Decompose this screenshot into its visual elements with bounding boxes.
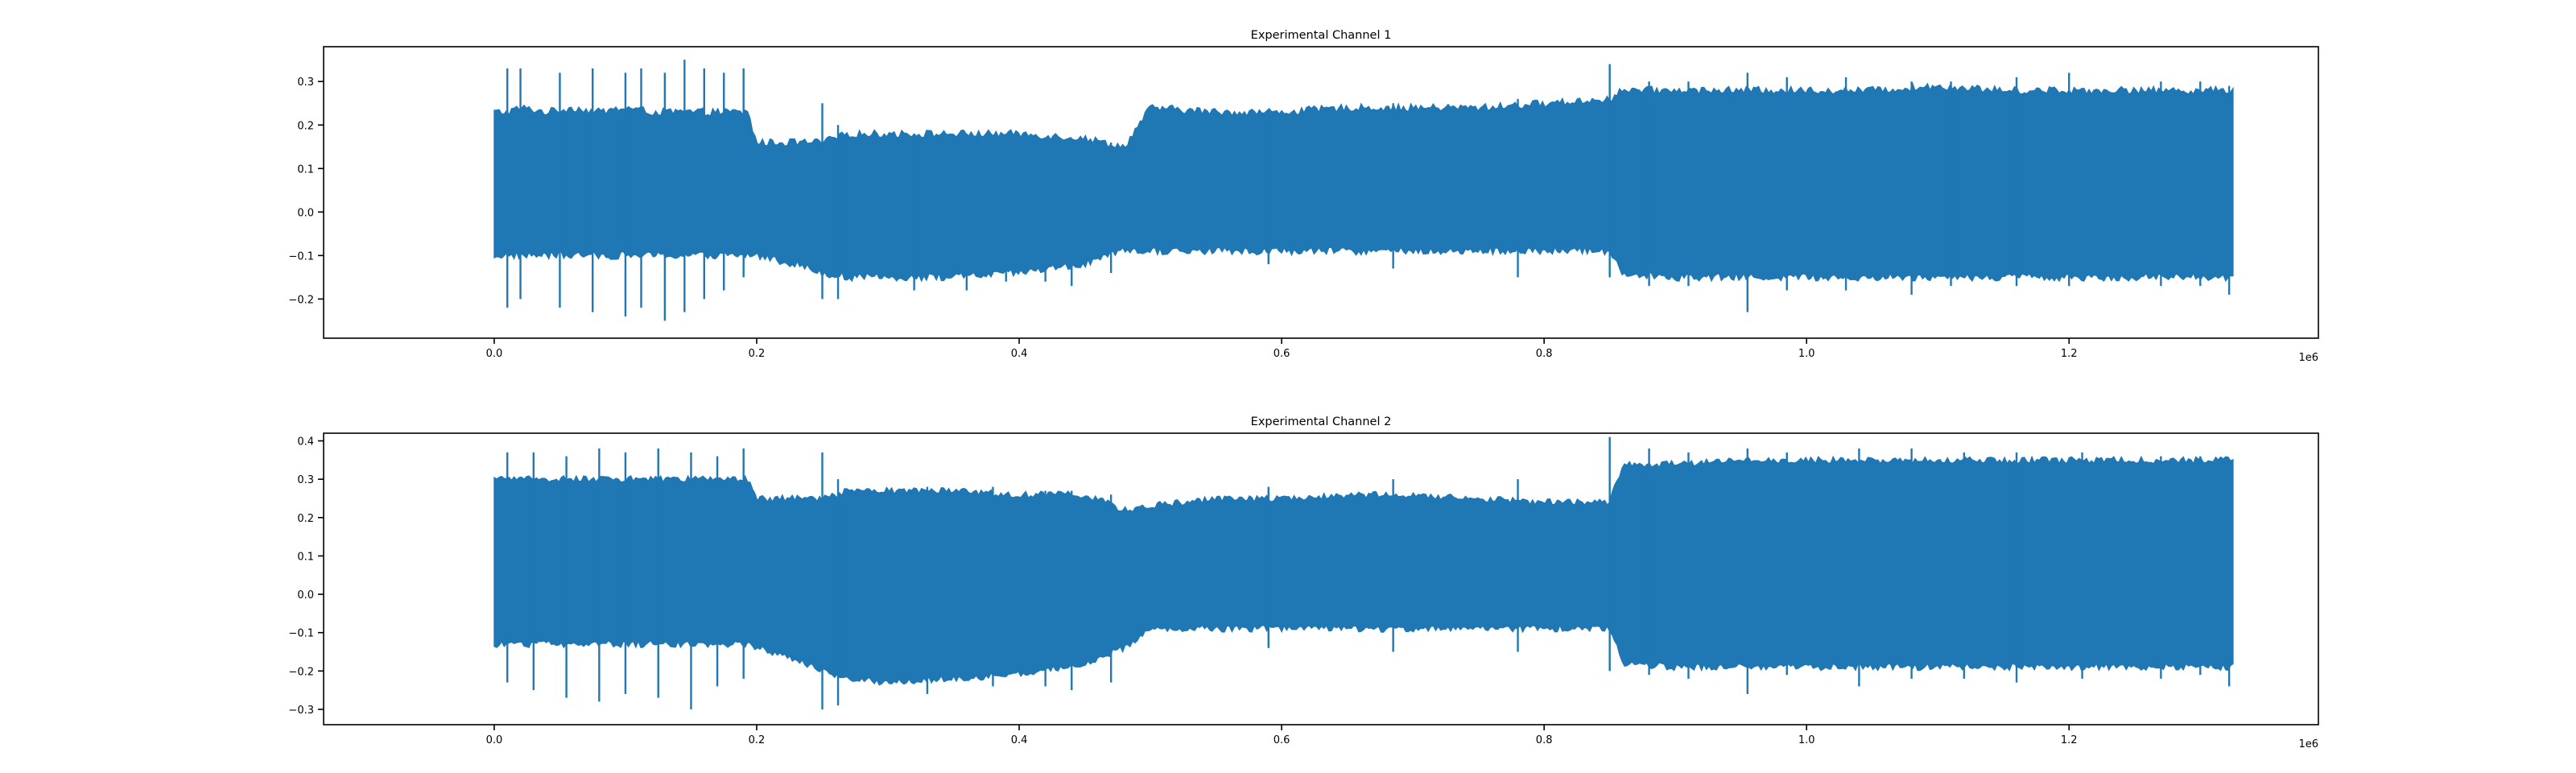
y-tick-label: 0.3 — [297, 76, 314, 89]
x-tick-label: 0.0 — [486, 348, 503, 360]
y-tick-label: 0.2 — [297, 120, 314, 132]
y-tick-label: −0.2 — [288, 666, 314, 678]
channel-2-plot: Experimental Channel 2 0.0 0.2 0.4 0.6 0.8 1.0… — [288, 415, 2319, 750]
y-tick-label: 0.1 — [297, 163, 314, 176]
x-tick-label: 1.0 — [1798, 734, 1815, 746]
channel-1-plot: Experimental Channel 1 0.0 0.2 0.4 0.6 0.8 1.0… — [288, 29, 2319, 364]
chart-title: Experimental Channel 2 — [1251, 415, 1392, 428]
x-tick-label: 0.8 — [1536, 348, 1553, 360]
x-tick-label: 1.2 — [2061, 348, 2078, 360]
x-tick-label: 0.2 — [749, 348, 766, 360]
y-tick-label: 0.4 — [297, 436, 314, 449]
signal-envelope — [493, 455, 2234, 686]
y-tick-label: −0.1 — [288, 628, 314, 640]
x-offset-label: 1e6 — [2298, 352, 2318, 364]
y-tick-label: −0.2 — [288, 294, 314, 306]
y-tick-label: 0.3 — [297, 474, 314, 486]
axes-frame — [323, 432, 2319, 725]
x-tick-label: 1.0 — [1798, 348, 1815, 360]
y-tick-label: −0.3 — [288, 705, 314, 717]
x-offset-label: 1e6 — [2298, 738, 2318, 750]
chart-title: Experimental Channel 1 — [1251, 29, 1392, 42]
signal-envelope — [493, 82, 2234, 283]
y-tick-label: −0.1 — [288, 250, 314, 262]
x-tick-label: 0.6 — [1274, 734, 1290, 746]
y-tick-label: 0.2 — [297, 513, 314, 525]
x-tick-label: 0.4 — [1011, 348, 1028, 360]
x-tick-label: 0.4 — [1011, 734, 1028, 746]
x-tick-label: 0.2 — [749, 734, 766, 746]
x-tick-label: 0.6 — [1274, 348, 1290, 360]
y-tick-label: 0.0 — [297, 207, 314, 219]
x-tick-label: 1.2 — [2061, 734, 2078, 746]
y-tick-label: 0.0 — [297, 589, 314, 601]
y-tick-label: 0.1 — [297, 551, 314, 563]
x-tick-label: 0.8 — [1536, 734, 1553, 746]
axes-frame — [323, 46, 2319, 339]
x-tick-label: 0.0 — [486, 734, 503, 746]
